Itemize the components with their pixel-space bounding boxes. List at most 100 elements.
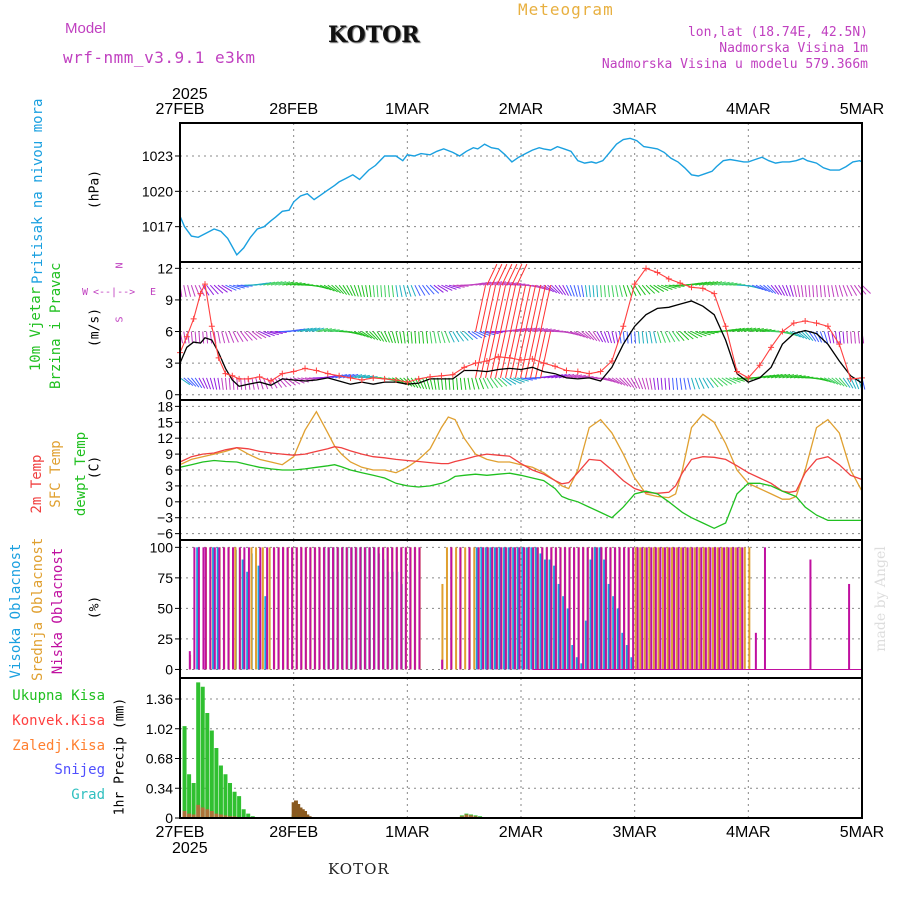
wind-barb	[702, 281, 715, 286]
low-cloud-bar	[318, 547, 321, 670]
wind-gust-marker	[202, 281, 209, 288]
wind-barb	[270, 331, 283, 335]
y-tick-label: 0	[165, 494, 173, 510]
wind-barb	[827, 331, 832, 344]
high-cloud-bar	[589, 559, 592, 670]
y-tick-label: 12	[157, 430, 173, 446]
time-axis-label-bottom: 27FEB	[156, 824, 205, 841]
model-altitude-label: Nadmorska Visina u modelu 579.366m	[601, 57, 868, 72]
low-cloud-bar	[491, 547, 494, 670]
wind-barb	[653, 331, 657, 344]
wind-barb	[293, 282, 306, 286]
wind-gust-marker	[722, 323, 729, 330]
legend-total-rain: Ukupna Kisa	[12, 688, 105, 704]
wind-barb	[259, 377, 264, 390]
wind-barb	[570, 374, 583, 379]
low-cloud-bar	[188, 651, 191, 670]
low-cloud-ylabel: Niska Oblacnost	[50, 547, 66, 675]
mid-cloud-bar	[743, 547, 746, 670]
precip-total-bar	[228, 783, 233, 818]
wind-barb	[842, 284, 848, 297]
wind-barb	[577, 375, 590, 379]
wind-barb	[558, 284, 567, 296]
wind-barb	[691, 331, 703, 338]
wind-barb	[209, 377, 215, 390]
low-cloud-bar	[632, 547, 635, 670]
precip-total-bar	[200, 686, 205, 818]
low-cloud-bar	[304, 547, 307, 670]
wind-barb	[183, 377, 194, 386]
precip-conv-bar	[209, 811, 214, 818]
mid-cloud-bar	[689, 547, 692, 670]
wind-hatch	[500, 331, 512, 378]
high-cloud-bar	[603, 559, 606, 670]
wind-barb	[410, 284, 417, 297]
wind-barb	[228, 331, 235, 343]
low-cloud-bar	[677, 547, 680, 670]
wind-barb	[854, 284, 862, 296]
wind-barb	[585, 331, 595, 341]
wind-barb	[630, 331, 633, 344]
low-cloud-bar	[609, 547, 612, 670]
wind-barb	[312, 327, 325, 333]
temp2m-ylabel: 2m Temp	[29, 454, 45, 514]
wind-gust-marker	[529, 355, 536, 362]
wind-barb	[410, 331, 413, 344]
wind-barb	[725, 328, 738, 333]
time-axis-label-bottom: 1MAR	[385, 824, 429, 841]
wind-barb	[320, 328, 332, 333]
wind-barb	[509, 377, 521, 384]
wind-barb	[391, 285, 395, 298]
wind-barb	[626, 284, 632, 297]
wind-barb	[422, 284, 430, 296]
low-cloud-bar	[741, 547, 744, 670]
wind-barb	[721, 377, 733, 385]
wind-barb	[853, 331, 856, 344]
low-cloud-bar	[243, 547, 246, 670]
low-cloud-bar	[227, 547, 230, 670]
low-cloud-bar	[272, 547, 275, 670]
mid-cloud-bar	[671, 547, 674, 670]
wind-barb	[365, 376, 378, 379]
wind-barb	[751, 328, 764, 333]
low-cloud-bar	[313, 547, 316, 670]
y-tick-label: 75	[157, 570, 173, 586]
wind-barb	[588, 331, 598, 342]
time-axis-label-bottom: 4MAR	[726, 824, 770, 841]
wind-barb	[695, 331, 707, 337]
wind-barb	[861, 284, 871, 294]
wind-barb	[259, 331, 271, 338]
wind-barb	[850, 284, 858, 296]
wind-barb	[414, 331, 417, 344]
wind-barb	[217, 284, 228, 293]
mid-cloud-ylabel: Srednja Oblacnost	[30, 537, 46, 681]
wind-barb	[691, 282, 704, 286]
wind-barb	[505, 377, 517, 385]
wind-barb	[213, 284, 224, 294]
mid-cloud-bar	[661, 547, 664, 670]
y-tick-label: 1.02	[146, 721, 173, 737]
wind-hatch	[496, 263, 508, 286]
y-tick-label: 1023	[142, 148, 173, 164]
high-cloud-bar	[621, 632, 624, 670]
wind-barb	[695, 281, 708, 286]
wind-barb	[767, 374, 779, 379]
low-cloud-bar	[550, 547, 553, 670]
wind-barb	[672, 284, 685, 287]
mid-cloud-bar	[445, 547, 448, 670]
wind-barb	[819, 285, 822, 298]
wind-barb	[789, 374, 802, 379]
wind-ylabel-1: 10m Vjetar	[28, 286, 44, 372]
wind-gust-marker	[790, 320, 797, 327]
high-cloud-bar	[503, 547, 506, 670]
wind-barb	[372, 331, 382, 342]
wind-gust-marker	[415, 375, 422, 382]
low-cloud-bar	[704, 547, 707, 670]
wind-barb	[194, 377, 203, 389]
low-cloud-bar	[536, 547, 539, 670]
wind-barb	[820, 377, 832, 383]
wind-hatch	[520, 285, 532, 332]
wind-barb	[603, 331, 609, 343]
wind-speed-line	[179, 300, 863, 388]
wind-gust-marker	[677, 280, 684, 287]
